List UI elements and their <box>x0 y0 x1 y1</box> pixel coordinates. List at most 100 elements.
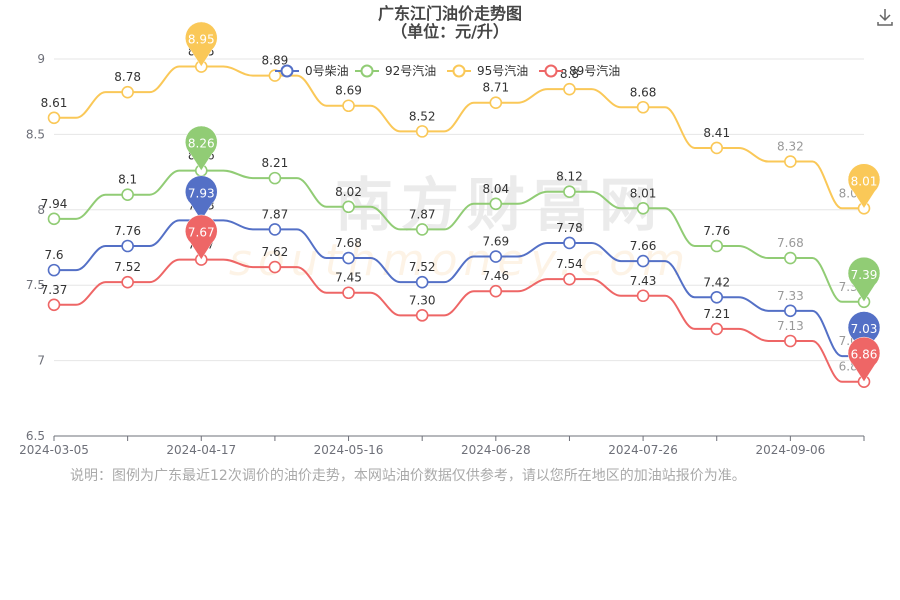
max-marker: 8.26 <box>185 125 218 172</box>
data-point <box>268 223 282 236</box>
data-label: 8.52 <box>409 109 436 123</box>
data-label: 8.8 <box>560 67 579 81</box>
max-pin <box>185 125 218 172</box>
legend-symbol <box>360 64 374 78</box>
data-label: 7.13 <box>777 319 804 333</box>
data-point <box>784 304 797 318</box>
data-point <box>47 111 61 125</box>
y-axis: 6.5 7 7.5 8 8.5 9 <box>26 52 45 443</box>
data-point <box>563 82 576 96</box>
legend-item-2[interactable]: 95号汽油 <box>447 63 528 78</box>
data-point <box>489 250 503 263</box>
data-point <box>636 254 650 268</box>
data-point <box>710 322 724 336</box>
data-point <box>563 185 576 199</box>
x-tick-label: 2024-03-05 <box>19 443 89 457</box>
data-point <box>784 334 797 348</box>
chart-subtitle: （单位：元/升） <box>391 22 509 41</box>
x-tick-label: 2024-04-17 <box>166 443 236 457</box>
data-point <box>342 251 355 265</box>
data-label: 7.46 <box>482 269 509 283</box>
series-line-3 <box>54 258 864 383</box>
data-point <box>121 275 134 289</box>
data-label: 8.12 <box>556 170 583 184</box>
legend-item-3[interactable]: 89号汽油 <box>539 63 620 78</box>
data-labels: 7.6 7.76 7.93 7.87 7.68 7.52 7.69 7.78 7.66 7.42 7… <box>41 45 866 374</box>
data-label: 7.94 <box>41 197 68 211</box>
data-label: 8.04 <box>482 182 509 196</box>
data-point <box>47 263 61 277</box>
legend-label: 92号汽油 <box>385 63 436 78</box>
min-pin <box>847 257 881 303</box>
data-point <box>415 223 429 236</box>
data-label: 7.62 <box>262 245 289 259</box>
data-label: 7.87 <box>409 207 436 221</box>
data-label: 7.42 <box>703 275 730 289</box>
x-tick-label: 2024-09-06 <box>755 443 825 457</box>
x-tick-label: 2024-05-16 <box>314 443 384 457</box>
download-icon[interactable] <box>874 6 896 28</box>
min-marker: 7.39 <box>847 257 881 303</box>
data-point <box>415 275 429 289</box>
data-point <box>121 239 134 253</box>
data-label: 7.37 <box>41 283 68 297</box>
data-label: 7.76 <box>703 224 730 238</box>
data-point <box>121 188 134 202</box>
min-marker: 6.86 <box>847 336 881 383</box>
data-label: 7.78 <box>556 221 583 235</box>
series-line-2 <box>54 65 864 210</box>
data-label: 8.01 <box>630 186 657 200</box>
data-point <box>268 260 282 274</box>
max-marker: 8.95 <box>185 21 218 68</box>
chart-title: 广东江门油价走势图 <box>378 4 522 23</box>
series-points <box>47 60 871 389</box>
min-pin <box>847 336 881 383</box>
watermark-subtext: southmoney.com <box>229 235 691 286</box>
data-label: 7.52 <box>114 260 141 274</box>
max-marker: 7.67 <box>185 214 218 261</box>
data-point <box>636 289 650 303</box>
data-point <box>489 96 503 110</box>
data-label: 7.76 <box>114 224 141 238</box>
min-marker: 7.03 <box>847 311 881 357</box>
min-pin-label: 7.03 <box>851 322 878 336</box>
data-point <box>47 212 61 226</box>
data-point <box>784 251 797 265</box>
data-point <box>268 171 282 185</box>
y-tick-label: 9 <box>37 52 45 66</box>
min-pin <box>847 163 881 209</box>
data-label: 8.02 <box>335 185 362 199</box>
max-pin-label: 8.26 <box>188 137 215 151</box>
data-point <box>636 100 650 114</box>
x-axis: 2024-03-05 2024-04-17 2024-05-16 2024-06-28… <box>19 435 865 457</box>
data-label: 8.69 <box>335 84 362 98</box>
x-tick-label: 2024-06-28 <box>461 443 531 457</box>
data-point <box>47 298 61 312</box>
data-label: 8.32 <box>777 140 804 154</box>
data-label: 8.89 <box>262 54 289 68</box>
data-label: 8.68 <box>630 85 657 99</box>
min-marker: 8.01 <box>847 163 881 209</box>
legend-item-0[interactable]: 0号柴油 <box>275 64 349 78</box>
max-pin-label: 7.93 <box>188 186 215 200</box>
series-line-0 <box>54 219 864 358</box>
data-label: 7.6 <box>44 248 63 262</box>
max-pin-label: 8.95 <box>188 33 215 47</box>
footnote: 说明：图例为广东最近12次调价的油价走势，本网站油价数据仅供参考，请以您所在地区… <box>70 468 746 484</box>
data-label: 8.78 <box>114 70 141 84</box>
data-label: 8.41 <box>703 126 730 140</box>
data-label: 7.87 <box>262 207 289 221</box>
data-label: 8.71 <box>482 81 509 95</box>
min-pin-label: 6.86 <box>851 348 878 362</box>
legend-label: 0号柴油 <box>305 64 349 78</box>
data-point <box>636 201 650 215</box>
legend-item-1[interactable]: 92号汽油 <box>355 63 436 78</box>
max-pin <box>185 175 218 221</box>
data-point <box>121 85 134 99</box>
legend-symbol <box>280 64 294 78</box>
data-label: 8.61 <box>41 96 68 110</box>
legend[interactable]: 0号柴油 92号汽油 95号汽油 89号汽油 <box>275 63 620 78</box>
max-pin <box>185 214 218 261</box>
